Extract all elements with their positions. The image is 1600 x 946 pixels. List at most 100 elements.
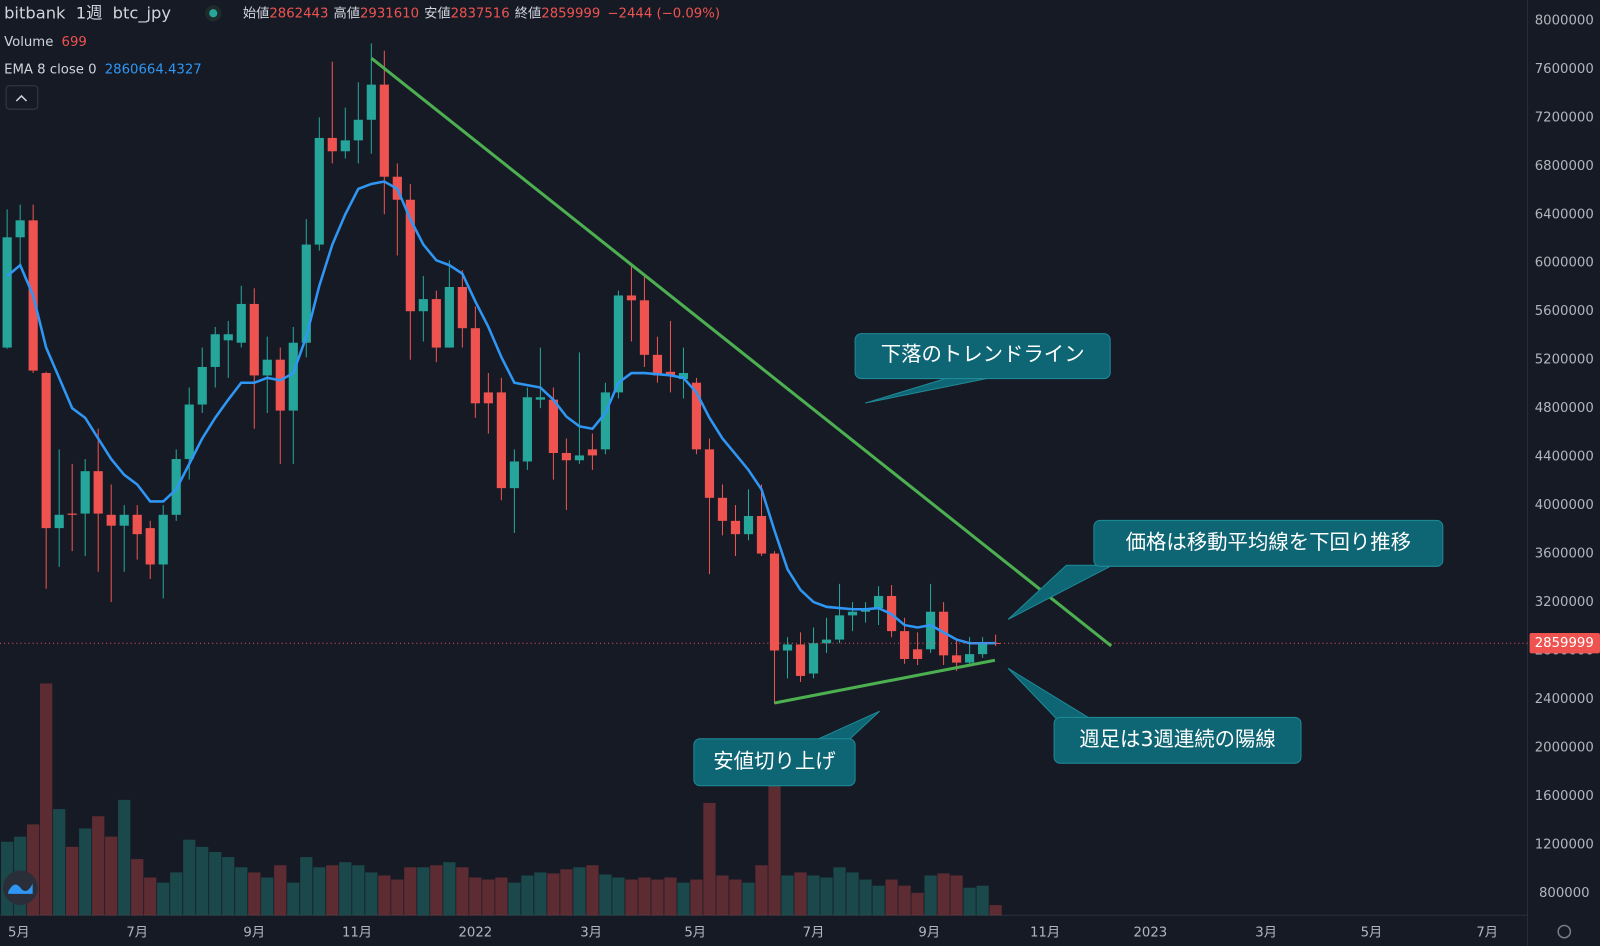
volume-bar <box>885 879 898 916</box>
volume-bar <box>508 882 521 916</box>
candle-body <box>262 359 272 376</box>
candle-body <box>483 392 493 404</box>
candle-body <box>561 452 571 461</box>
volume-bar <box>755 865 768 916</box>
y-tick-label: 2000000 <box>1535 740 1594 755</box>
candle-body <box>509 461 519 489</box>
candle-body <box>2 237 12 348</box>
volume-bar <box>495 877 508 916</box>
volume-bar <box>339 862 352 916</box>
y-tick-label: 4000000 <box>1535 498 1594 513</box>
volume-bar <box>417 867 430 916</box>
candle-body <box>67 513 77 515</box>
candle-body <box>93 471 103 514</box>
candle-body <box>782 644 793 651</box>
y-tick-label: 3200000 <box>1535 595 1594 610</box>
volume-bar <box>261 877 274 916</box>
x-tick-label: 7月 <box>1476 926 1498 941</box>
candle-body <box>743 515 754 535</box>
y-tick-label: 7200000 <box>1535 110 1594 125</box>
candle-body <box>54 514 64 529</box>
volume-bar <box>352 865 365 916</box>
candle-body <box>444 286 454 348</box>
candle-body <box>522 397 532 462</box>
y-tick-label: 4800000 <box>1535 401 1594 416</box>
candle-body <box>691 382 702 450</box>
volume-bar <box>937 873 950 916</box>
x-tick-label: 9月 <box>918 926 940 941</box>
candle-body <box>808 643 819 674</box>
volume-bar <box>248 872 261 916</box>
volume-bar <box>105 836 118 916</box>
volume-bar <box>313 867 326 916</box>
x-tick-label: 3月 <box>1255 926 1277 941</box>
candle-body <box>626 295 637 301</box>
callout-pointer <box>1007 564 1113 620</box>
x-tick-label: 3月 <box>580 926 602 941</box>
close-label: 終値 <box>515 5 542 21</box>
candle-body <box>119 514 129 526</box>
candle-body <box>964 654 975 663</box>
callout <box>1053 716 1302 764</box>
volume-bar <box>963 887 976 916</box>
volume-bar <box>274 865 287 916</box>
callout-text: 価格は移動平均線を下回り推移 <box>1126 530 1411 554</box>
candle-body <box>912 649 923 659</box>
volume-bar <box>79 828 92 916</box>
candle-body <box>80 471 90 514</box>
volume-bar <box>820 877 833 916</box>
down-trendline <box>370 56 1113 648</box>
candle-body <box>106 514 116 526</box>
candle-body <box>158 514 168 565</box>
high-label: 高値 <box>333 4 360 21</box>
volume-bar <box>573 867 586 916</box>
candle-body <box>665 371 676 376</box>
volume-bar <box>365 872 378 916</box>
volume-bar <box>118 799 131 916</box>
candle-body <box>366 84 376 120</box>
volume-bar <box>612 877 625 916</box>
y-tick-label: 8000000 <box>1535 13 1594 28</box>
volume-bar <box>482 879 495 916</box>
candle-body <box>418 299 428 312</box>
volume-bar <box>222 857 235 916</box>
candle-body <box>600 392 611 450</box>
candle-body <box>925 611 936 650</box>
volume-bar <box>209 851 222 916</box>
volume-bar <box>950 875 963 916</box>
candle-body <box>847 611 858 616</box>
volume-bar <box>144 877 157 916</box>
volume-bar <box>911 892 924 916</box>
settings-icon[interactable] <box>1557 924 1572 939</box>
volume-bar <box>547 873 560 916</box>
callout-text: 週足は3週連続の陽線 <box>1079 727 1276 751</box>
callout-text: 安値切り上げ <box>713 749 835 773</box>
candle-body <box>951 655 962 663</box>
low-label: 安値 <box>424 5 451 21</box>
candle-body <box>314 137 324 245</box>
candle-body <box>132 514 142 535</box>
x-tick-label: 2022 <box>458 926 492 941</box>
volume-bar <box>729 879 742 916</box>
candle-body <box>795 644 806 676</box>
volume-bar <box>521 875 534 916</box>
y-tick-label: 5200000 <box>1535 353 1594 368</box>
candle-body <box>587 449 598 456</box>
candle-body <box>353 119 363 141</box>
x-tick-label: 7月 <box>126 926 148 941</box>
volume-bar <box>703 802 716 916</box>
callout <box>693 738 856 787</box>
candle-body <box>457 286 467 329</box>
y-tick-label: 1600000 <box>1535 789 1594 804</box>
ema-label: EMA 8 close 0 <box>4 62 97 77</box>
volume-bar <box>378 875 391 916</box>
x-tick-label: 5月 <box>1361 926 1383 941</box>
volume-bar <box>131 859 144 916</box>
volume-bar <box>872 885 885 916</box>
support-trendline <box>774 658 996 705</box>
high-value: 2931610 <box>360 6 419 21</box>
volume-bar <box>638 877 651 916</box>
candle-body <box>301 244 311 343</box>
